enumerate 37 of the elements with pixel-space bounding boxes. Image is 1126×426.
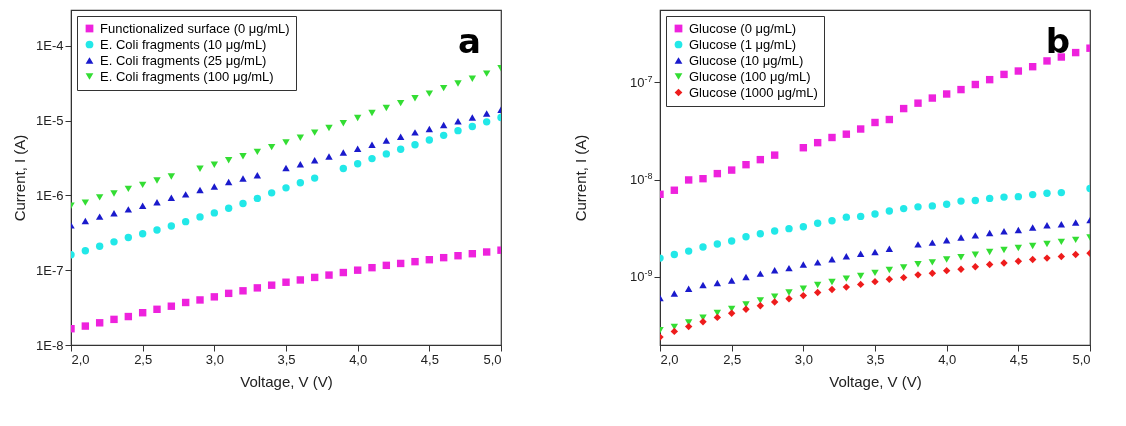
y-tick-label: 10$^{-8}$ [630,171,653,188]
x-axis-title: Voltage, V (V) [829,372,922,390]
x-tick-label: 3,5 [866,351,885,367]
y-tick-label: 1E-7 [36,262,64,278]
x-tick-label: 4,5 [420,351,439,367]
y-tick-label: 1E-4 [36,38,64,54]
x-tick-label: 2,0 [71,351,90,367]
x-tick-label: 3,0 [794,351,813,367]
y-tick-label: 1E-6 [36,187,64,203]
y-tick-label: 1E-5 [36,113,64,129]
legend-label: Glucose (10 μg/mL) [689,52,804,68]
y-tick-label: 10$^{-7}$ [630,73,653,90]
legend-label: Glucose (100 μg/mL) [689,68,811,84]
legend-label: E. Coli fragments (10 μg/mL) [100,36,267,52]
x-tick-label: 3,0 [205,351,224,367]
annotation: a [458,21,481,61]
legend-label: E. Coli fragments (100 μg/mL) [100,68,274,84]
legend-label: E. Coli fragments (25 μg/mL) [100,52,267,68]
y-axis-title: Current, I (A) [11,134,29,222]
legend-label: Functionalized surface (0 μg/mL) [100,20,290,36]
legend-label: Glucose (1000 μg/mL) [689,84,818,100]
y-tick-label: 1E-8 [36,337,64,353]
x-tick-label: 5,0 [1072,351,1091,367]
x-tick-label: 4,0 [938,351,957,367]
annotation: b [1045,21,1070,61]
legend-label: Glucose (1 μg/mL) [689,36,797,52]
x-tick-label: 4,5 [1009,351,1028,367]
x-axis-title: Voltage, V (V) [240,372,333,390]
x-tick-label: 2,5 [134,351,153,367]
y-axis-title: Current, I (A) [572,134,590,222]
y-tick-label: 10$^{-9}$ [630,268,653,285]
legend-label: Glucose (0 μg/mL) [689,20,797,36]
x-tick-label: 3,5 [277,351,296,367]
x-tick-label: 2,5 [723,351,742,367]
x-tick-label: 2,0 [660,351,679,367]
x-tick-label: 4,0 [349,351,368,367]
x-tick-label: 5,0 [483,351,502,367]
